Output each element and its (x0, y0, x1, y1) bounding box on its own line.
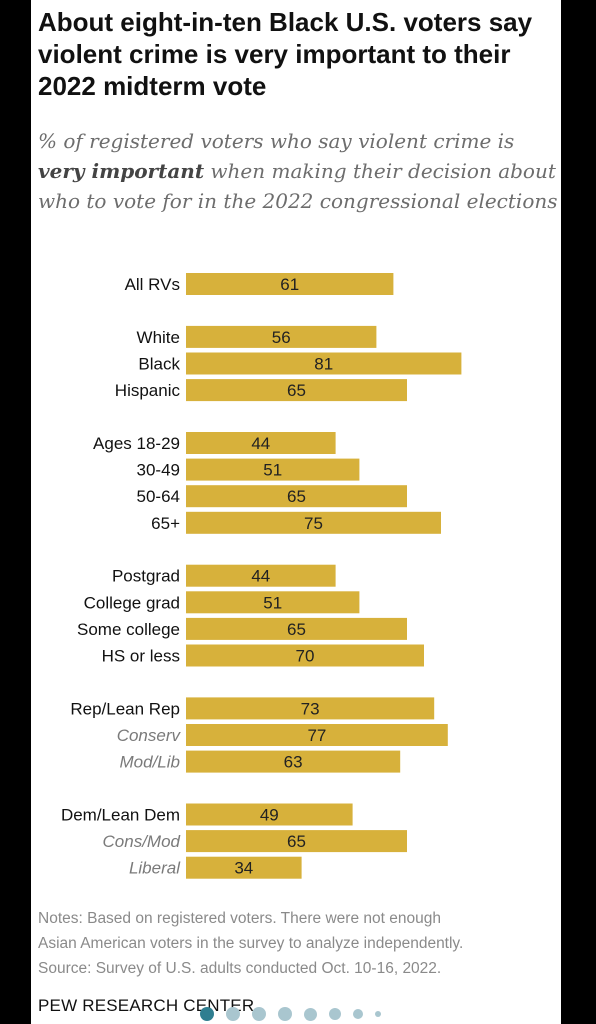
value-label: 49 (260, 806, 279, 825)
value-label: 63 (284, 753, 303, 772)
bar-rep-lean-rep (186, 697, 435, 720)
bar-65- (186, 511, 441, 534)
pagination-dot[interactable] (226, 1007, 240, 1021)
bar-conserv (186, 724, 448, 746)
category-label: White (137, 328, 180, 347)
value-label: 65 (287, 487, 306, 506)
chart-subtitle: % of registered voters who say violent c… (38, 126, 558, 216)
category-label: Ages 18-29 (93, 434, 180, 453)
bar-college-grad (186, 591, 360, 614)
category-label: 65+ (151, 514, 180, 533)
value-label: 51 (263, 461, 282, 480)
value-label: 44 (251, 567, 270, 586)
category-label: All RVs (125, 275, 180, 294)
pagination-dot[interactable] (200, 1007, 214, 1021)
value-label: 65 (287, 381, 306, 400)
value-label: 61 (280, 275, 299, 294)
value-label: 77 (307, 726, 326, 745)
pagination-dot[interactable] (304, 1007, 317, 1021)
value-label: 75 (304, 514, 323, 533)
chart-card: About eight-in-ten Black U.S. voters say… (31, 0, 561, 1024)
bar-cons-mod (186, 830, 407, 853)
bar-hispanic (186, 379, 407, 402)
bar-30-49 (186, 458, 360, 481)
bar-some-college (186, 617, 407, 640)
bar-dem-lean-dem (186, 803, 353, 826)
value-label: 51 (263, 593, 282, 612)
value-label: 73 (301, 699, 320, 718)
category-label: Hispanic (115, 381, 181, 400)
subtitle-emphasis: very important (38, 159, 205, 183)
subtitle-text-start: % of registered voters who say violent c… (38, 129, 515, 153)
carousel-pagination[interactable] (200, 1007, 393, 1021)
notes-line-2: Asian American voters in the survey to a… (38, 935, 464, 952)
notes-source: Source: Survey of U.S. adults conducted … (38, 960, 442, 977)
pagination-dot[interactable] (375, 1011, 381, 1017)
category-label: 30-49 (137, 461, 180, 480)
pagination-dot[interactable] (329, 1008, 341, 1020)
bar-liberal (186, 856, 302, 879)
bar-hs-or-less (186, 644, 424, 667)
chart-title: About eight-in-ten Black U.S. voters say… (38, 7, 533, 101)
pagination-dot[interactable] (278, 1007, 292, 1021)
bar-postgrad (186, 564, 336, 587)
value-label: 81 (314, 355, 333, 374)
bar-mod-lib (186, 750, 401, 773)
bar-50-64 (186, 485, 407, 508)
value-label: 65 (287, 832, 306, 851)
category-label: Black (138, 355, 180, 374)
category-label: Cons/Mod (103, 832, 181, 851)
value-label: 56 (272, 328, 291, 347)
bar-all-rvs (186, 273, 394, 295)
bar-white (186, 325, 377, 348)
category-label: Conserv (117, 726, 182, 745)
category-label: College grad (84, 593, 180, 612)
value-label: 70 (296, 647, 315, 666)
category-label: 50-64 (137, 487, 180, 506)
category-label: HS or less (102, 647, 180, 666)
bar-ages-18-29 (186, 432, 336, 454)
bar-chart: All RVs 61 White 56 Black 81 Hispanic 65 Ages 18… (61, 273, 462, 879)
subtitle-text-end: when making their decision about who to … (38, 159, 558, 213)
notes-line-1: Notes: Based on registered voters. There… (38, 910, 441, 927)
value-label: 34 (234, 859, 253, 878)
pagination-dot[interactable] (252, 1007, 266, 1021)
category-label: Some college (77, 620, 180, 639)
chart-notes: Notes: Based on registered voters. There… (38, 906, 563, 981)
bar-black (186, 352, 462, 375)
category-label: Rep/Lean Rep (70, 699, 180, 718)
value-label: 65 (287, 620, 306, 639)
category-label: Postgrad (112, 567, 180, 586)
category-label: Liberal (129, 859, 181, 878)
category-label: Mod/Lib (120, 753, 180, 772)
category-label: Dem/Lean Dem (61, 806, 180, 825)
value-label: 44 (251, 434, 270, 453)
pagination-dot[interactable] (353, 1009, 363, 1019)
